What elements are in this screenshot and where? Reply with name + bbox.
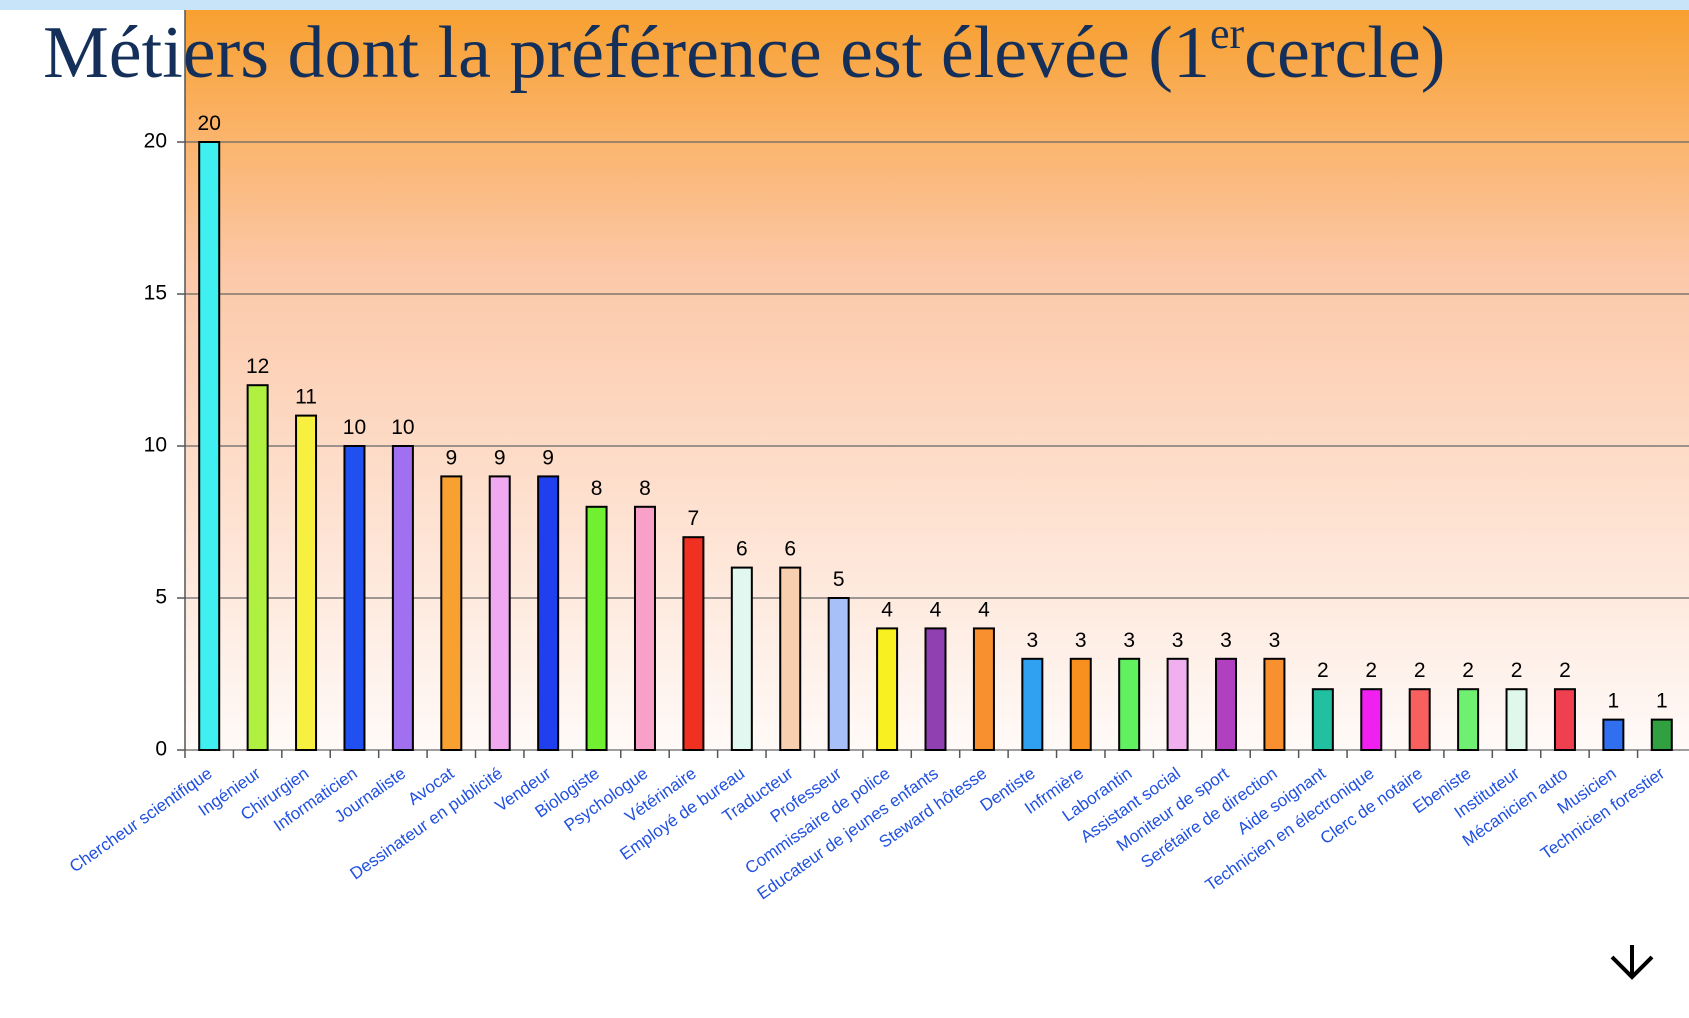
value-label: 2 <box>1511 659 1523 682</box>
bar <box>1650 718 1673 751</box>
bar <box>198 141 221 751</box>
bar <box>924 627 947 752</box>
bar <box>440 475 463 751</box>
bar <box>1311 688 1334 752</box>
bar <box>585 505 608 751</box>
value-label: 3 <box>1269 629 1281 652</box>
value-label: 2 <box>1462 659 1474 682</box>
bar <box>730 566 753 751</box>
value-label: 4 <box>978 598 990 621</box>
bar <box>1553 688 1576 752</box>
bar <box>1118 657 1141 751</box>
value-label: 4 <box>930 598 942 621</box>
value-label: 10 <box>391 416 414 439</box>
value-label: 1 <box>1656 690 1668 713</box>
y-tick-label: 0 <box>155 738 167 761</box>
bar <box>633 505 656 751</box>
y-tick-label: 15 <box>144 282 167 305</box>
title-superscript: er <box>1210 9 1245 58</box>
y-tick-label: 10 <box>144 434 167 457</box>
value-label: 2 <box>1365 659 1377 682</box>
bar <box>1360 688 1383 752</box>
value-label: 6 <box>784 538 796 561</box>
bar <box>876 627 899 752</box>
value-label: 5 <box>833 568 845 591</box>
bar <box>246 384 269 751</box>
value-label: 1 <box>1608 690 1620 713</box>
value-label: 3 <box>1123 629 1135 652</box>
value-label: 4 <box>881 598 893 621</box>
bar <box>1166 657 1189 751</box>
title-part: Métiers dont la préférence est élevée (1 <box>43 12 1210 94</box>
value-label: 3 <box>1026 629 1038 652</box>
title-part: cercle) <box>1244 12 1445 94</box>
bar <box>391 445 414 751</box>
value-label: 11 <box>295 386 317 409</box>
value-label: 9 <box>445 446 457 469</box>
bar <box>1263 657 1286 751</box>
top-strip <box>0 0 1689 10</box>
bar <box>1505 688 1528 752</box>
value-label: 6 <box>736 538 748 561</box>
value-label: 3 <box>1172 629 1184 652</box>
bar <box>682 536 705 752</box>
bar <box>1602 718 1625 751</box>
x-tick-label: Chercheur scientifique <box>66 764 215 877</box>
value-label: 12 <box>246 355 269 378</box>
value-label: 3 <box>1075 629 1087 652</box>
plot-background <box>185 10 1689 750</box>
chart-title: Métiers dont la préférence est élevée (1… <box>43 9 1445 94</box>
bar <box>537 475 560 751</box>
value-label: 2 <box>1414 659 1426 682</box>
bar <box>343 445 366 751</box>
y-tick-label: 5 <box>155 586 167 609</box>
down-arrow <box>1610 945 1654 980</box>
value-label: 3 <box>1220 629 1232 652</box>
bar <box>779 566 802 751</box>
bar <box>1408 688 1431 752</box>
value-label: 10 <box>343 416 366 439</box>
bar <box>1215 657 1238 751</box>
value-label: 2 <box>1559 659 1571 682</box>
bar <box>972 627 995 752</box>
bar <box>1069 657 1092 751</box>
value-label: 8 <box>639 477 651 500</box>
bar <box>827 597 850 751</box>
value-label: 7 <box>688 507 700 530</box>
bar <box>1457 688 1480 752</box>
value-label: 9 <box>542 446 554 469</box>
bar <box>488 475 511 751</box>
bar <box>1021 657 1044 751</box>
value-label: 2 <box>1317 659 1329 682</box>
y-tick-label: 20 <box>144 130 167 153</box>
bar <box>295 414 318 751</box>
value-label: 20 <box>198 112 221 135</box>
value-label: 8 <box>591 477 603 500</box>
value-label: 9 <box>494 446 506 469</box>
